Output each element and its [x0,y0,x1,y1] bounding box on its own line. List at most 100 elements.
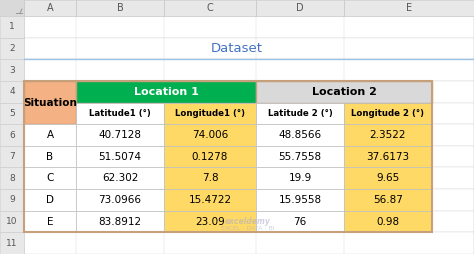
Bar [24,211,474,232]
Text: 7.8: 7.8 [202,173,219,183]
Text: 48.8566: 48.8566 [278,130,321,140]
Text: 55.7558: 55.7558 [278,152,321,162]
Text: 0.1278: 0.1278 [192,152,228,162]
Bar [24,146,474,167]
Bar [24,124,76,146]
Bar [344,189,432,211]
Text: Location 2: Location 2 [311,87,376,97]
Text: 74.006: 74.006 [192,130,228,140]
Text: Dataset: Dataset [211,42,263,55]
Text: B: B [46,152,54,162]
Text: 76: 76 [293,217,307,227]
Bar [0,189,24,211]
Bar [164,124,256,146]
Bar [24,81,474,103]
Bar [24,124,474,146]
Bar [24,232,474,254]
Text: 40.7128: 40.7128 [99,130,142,140]
Text: 56.87: 56.87 [373,195,403,205]
Bar [256,0,344,16]
Text: A: A [46,3,53,13]
Text: 11: 11 [6,239,18,248]
Text: Longitude1 (°): Longitude1 (°) [175,109,245,118]
Bar [0,59,24,81]
Bar [76,124,164,146]
Text: C: C [207,3,213,13]
Text: Latitude1 (°): Latitude1 (°) [89,109,151,118]
Text: 9.65: 9.65 [376,173,400,183]
Bar [24,211,76,232]
Bar [344,146,432,167]
Bar [0,0,24,16]
Bar [164,146,256,167]
Bar [344,167,432,189]
Bar [24,146,76,167]
Bar [0,232,24,254]
Text: 2: 2 [9,44,15,53]
Bar [164,103,256,124]
Bar [344,124,432,146]
Text: 37.6173: 37.6173 [366,152,410,162]
Bar [0,103,24,124]
Text: Longitude 2 (°): Longitude 2 (°) [352,109,425,118]
Bar [76,167,164,189]
Bar [24,167,474,189]
Bar [164,211,256,232]
Text: D: D [46,195,54,205]
Text: D: D [296,3,304,13]
Bar [76,0,164,16]
Bar [76,103,164,124]
Text: 8: 8 [9,174,15,183]
Text: EXCEL · DATA · BI: EXCEL · DATA · BI [221,226,275,231]
Bar [344,0,474,16]
Bar [24,16,474,38]
Bar [24,81,76,124]
Bar [0,38,24,59]
Text: exceldemy: exceldemy [225,217,271,226]
Bar [256,124,344,146]
Bar [0,0,24,16]
Bar [0,146,24,167]
Text: C: C [46,173,54,183]
Text: 10: 10 [6,217,18,226]
Text: 6: 6 [9,131,15,139]
Bar [344,103,432,124]
Bar [24,103,474,124]
Text: 62.302: 62.302 [102,173,138,183]
Bar [24,167,76,189]
Bar [256,167,344,189]
Bar [0,81,24,103]
Bar [24,189,474,211]
Text: 5: 5 [9,109,15,118]
Bar [164,189,256,211]
Text: 3: 3 [9,66,15,75]
Bar [256,81,432,103]
Text: Situation: Situation [23,98,77,107]
Bar [164,167,256,189]
Bar [0,211,24,232]
Bar [76,189,164,211]
Bar [0,124,24,146]
Bar [0,16,24,38]
Bar [24,81,432,232]
Text: A: A [46,130,54,140]
Bar [0,167,24,189]
Bar [24,59,474,81]
Bar [76,81,256,103]
Text: 4: 4 [9,87,15,96]
Bar [256,146,344,167]
Text: 83.8912: 83.8912 [99,217,142,227]
Bar [24,38,474,59]
Bar [164,0,256,16]
Text: 51.5074: 51.5074 [99,152,142,162]
Bar [256,189,344,211]
Text: 1: 1 [9,22,15,31]
Text: 15.9558: 15.9558 [278,195,321,205]
Bar [24,189,76,211]
Bar [256,103,344,124]
Text: 0.98: 0.98 [376,217,400,227]
Text: B: B [117,3,123,13]
Bar [24,0,76,16]
Text: 2.3522: 2.3522 [370,130,406,140]
Text: 73.0966: 73.0966 [99,195,142,205]
